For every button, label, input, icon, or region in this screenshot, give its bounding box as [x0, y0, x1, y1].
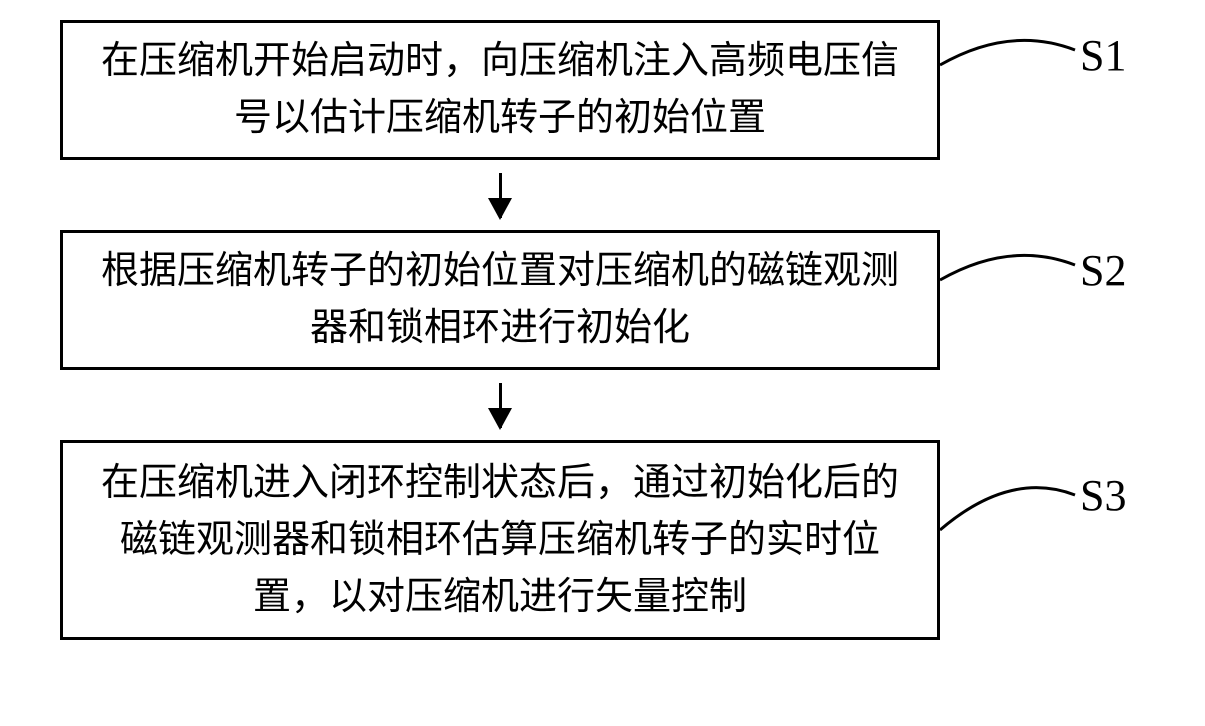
arrow-s1-s2: [60, 160, 940, 230]
label-s1: S1: [1080, 30, 1126, 81]
step-box-s3: 在压缩机进入闭环控制状态后，通过初始化后的磁链观测器和锁相环估算压缩机转子的实时…: [60, 440, 940, 640]
step-text-s1: 在压缩机开始启动时，向压缩机注入高频电压信号以估计压缩机转子的初始位置: [93, 33, 907, 147]
step-text-s3: 在压缩机进入闭环控制状态后，通过初始化后的磁链观测器和锁相环估算压缩机转子的实时…: [93, 455, 907, 626]
label-s2: S2: [1080, 245, 1126, 296]
label-s3: S3: [1080, 470, 1126, 521]
step-box-s1: 在压缩机开始启动时，向压缩机注入高频电压信号以估计压缩机转子的初始位置: [60, 20, 940, 160]
arrow-down-icon: [499, 173, 502, 218]
arrow-s2-s3: [60, 370, 940, 440]
step-box-s2: 根据压缩机转子的初始位置对压缩机的磁链观测器和锁相环进行初始化: [60, 230, 940, 370]
step-text-s2: 根据压缩机转子的初始位置对压缩机的磁链观测器和锁相环进行初始化: [93, 243, 907, 357]
arrow-down-icon: [499, 383, 502, 428]
flowchart-container: 在压缩机开始启动时，向压缩机注入高频电压信号以估计压缩机转子的初始位置 根据压缩…: [0, 0, 1205, 640]
